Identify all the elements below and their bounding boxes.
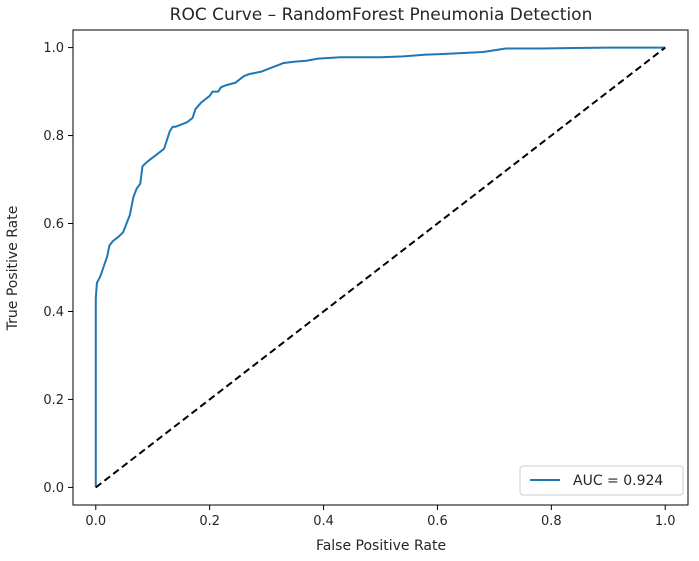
legend: AUC = 0.924 — [519, 465, 684, 496]
x-tick-label: 0.8 — [541, 514, 562, 529]
chance-diagonal-line — [95, 46, 666, 489]
chart-title: ROC Curve – RandomForest Pneumonia Detec… — [170, 5, 593, 25]
y-tick-label: 0.8 — [43, 129, 64, 144]
legend-box — [519, 465, 684, 496]
plot-frame — [72, 29, 689, 506]
y-tick-label: 0.6 — [43, 217, 64, 232]
x-tick-label: 0.4 — [313, 514, 334, 529]
y-tick-label: 0.2 — [43, 393, 64, 408]
x-tick-label: 0.2 — [199, 514, 220, 529]
y-tick-label: 0.0 — [43, 481, 64, 496]
x-tick-label: 0.6 — [427, 514, 448, 529]
x-tick-label: 1.0 — [655, 514, 676, 529]
y-axis-label: True Positive Rate — [5, 206, 21, 332]
plot-area: 0.0 0.2 0.4 0.6 0.8 1.0 0.0 0.2 0.4 0.6 0.8 1.0 — [43, 29, 689, 529]
y-tick-label: 1.0 — [43, 41, 64, 56]
y-tick-label: 0.4 — [43, 305, 64, 320]
legend-label: AUC = 0.924 — [573, 473, 663, 489]
x-axis-label: False Positive Rate — [316, 538, 446, 554]
roc-curve-line — [94, 46, 666, 488]
x-tick-label: 0.0 — [85, 514, 106, 529]
